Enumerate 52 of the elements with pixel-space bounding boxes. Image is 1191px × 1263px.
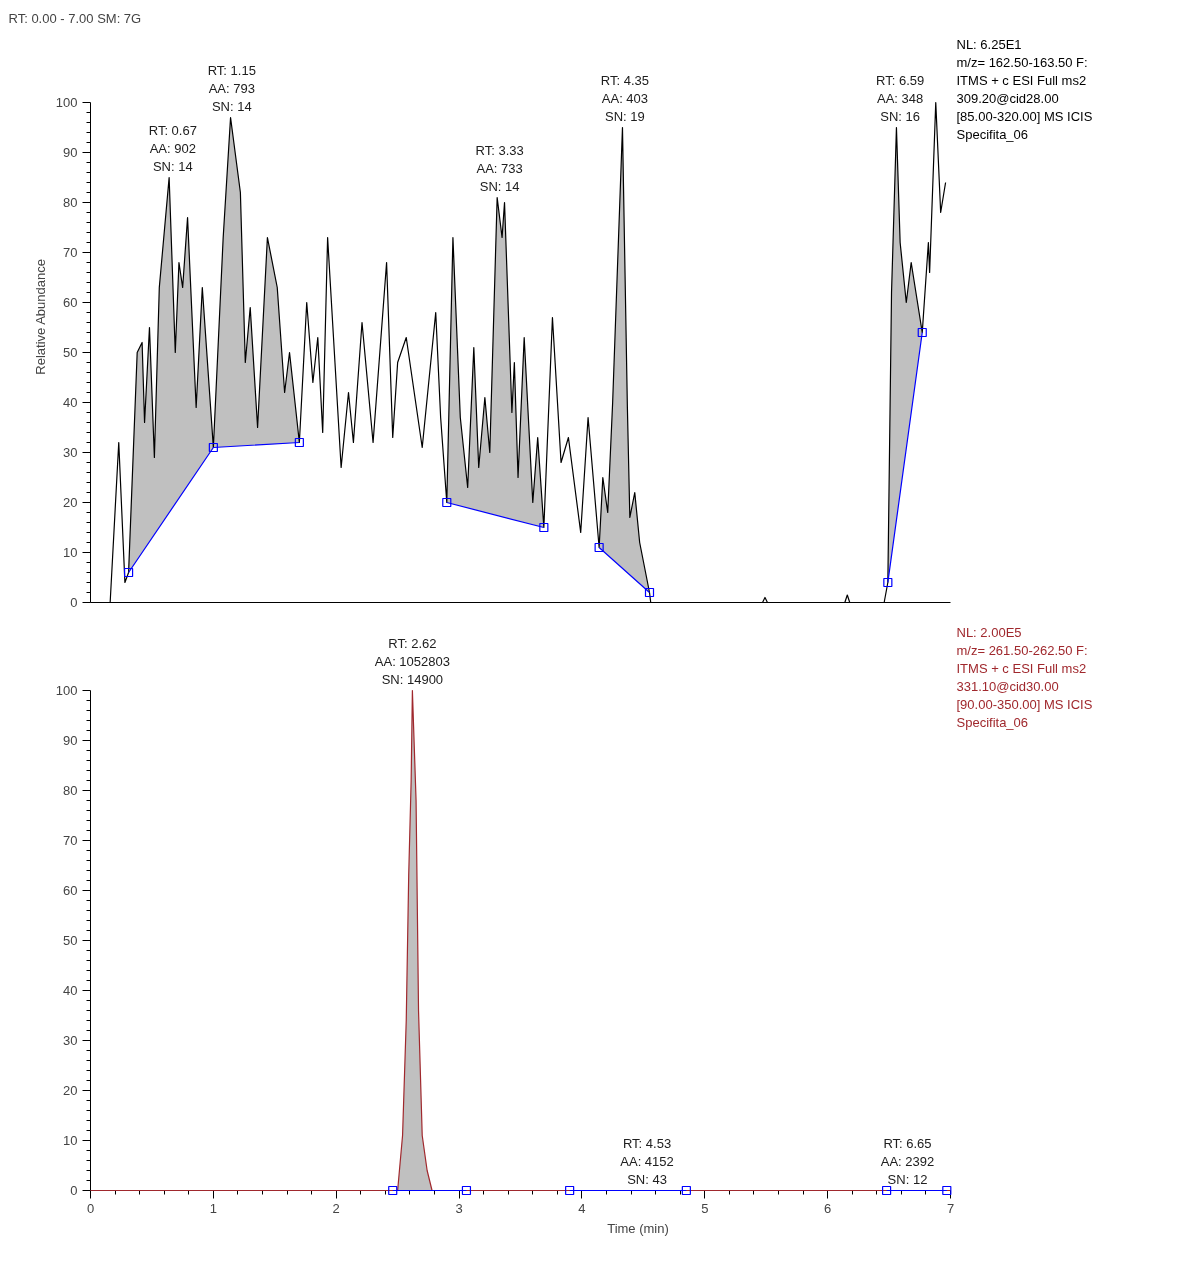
annotation: RT: 6.65 AA: 2392 SN: 12 bbox=[880, 1135, 935, 1187]
point bbox=[539, 522, 549, 533]
y-tick-label: 0 bbox=[70, 1183, 78, 1198]
y-tick-label: 60 bbox=[63, 883, 78, 898]
annotation: RT: 0.67 AA: 902 SN: 14 bbox=[148, 122, 197, 174]
y-tick-label: 80 bbox=[63, 783, 78, 798]
text: NL: 6.25E1 m/z= 162.50-163.50 F: ITMS + c ESI Full ms2 309.20@cid28.00 [85.00-320.00] MS ICIS Specifita_06 bbox=[956, 36, 1093, 142]
x-tick-label: 1 bbox=[209, 1200, 217, 1216]
annotation: RT: 6.59 AA: 348 SN: 16 bbox=[876, 72, 925, 124]
y-axis-title: Relative Abundance bbox=[32, 259, 48, 375]
annotation: RT: 4.53 AA: 4152 SN: 43 bbox=[620, 1135, 674, 1187]
point bbox=[208, 442, 218, 453]
y-tick-label: 90 bbox=[63, 145, 78, 160]
y-tick-label: 90 bbox=[63, 733, 78, 748]
annotation: RT: 1.15 AA: 793 SN: 14 bbox=[207, 62, 256, 114]
x-tick-label: 6 bbox=[824, 1200, 832, 1216]
annotation: RT: 4.35 AA: 403 SN: 19 bbox=[600, 72, 650, 124]
y-tick-label: 30 bbox=[63, 1033, 78, 1048]
x-tick-label: 0 bbox=[86, 1200, 95, 1216]
y-tick-label: 100 bbox=[55, 683, 78, 698]
y-tick-label: 70 bbox=[63, 245, 78, 260]
y-tick-label: 40 bbox=[63, 983, 78, 998]
y-tick-label: 20 bbox=[63, 1083, 78, 1098]
x-tick-label: 5 bbox=[701, 1200, 709, 1216]
x-tick-label: 4 bbox=[578, 1200, 586, 1216]
y-tick-label: 50 bbox=[63, 345, 78, 360]
text: NL: 2.00E5 m/z= 261.50-262.50 F: ITMS + c ESI Full ms2 331.10@cid30.00 [90.00-350.00] MS ICIS Specifita_06 bbox=[956, 624, 1093, 730]
y-tick-label: 20 bbox=[63, 495, 78, 510]
y-tick-label: 0 bbox=[70, 595, 78, 610]
annotation: RT: 3.33 AA: 733 SN: 14 bbox=[475, 142, 524, 194]
y-tick-label: 60 bbox=[63, 295, 78, 310]
y-tick-label: 40 bbox=[63, 395, 78, 410]
x-tick-label: 2 bbox=[332, 1200, 340, 1216]
y-tick-label: 100 bbox=[55, 95, 78, 110]
y-tick-label: 10 bbox=[63, 545, 78, 560]
point bbox=[442, 497, 452, 508]
y-tick-label: 70 bbox=[63, 833, 78, 848]
point bbox=[294, 437, 304, 448]
point bbox=[917, 327, 927, 338]
point bbox=[594, 542, 604, 553]
y-tick-label: 10 bbox=[63, 1133, 78, 1148]
point bbox=[644, 587, 655, 598]
annotation: RT: 2.62 AA: 1052803 SN: 14900 bbox=[374, 635, 450, 687]
y-tick-label: 50 bbox=[63, 933, 78, 948]
point bbox=[883, 577, 893, 588]
x-tick-label: 7 bbox=[946, 1200, 955, 1216]
chart-title: RT: 0.00 - 7.00 SM: 7G bbox=[8, 10, 142, 26]
x-axis-title: Time (min) bbox=[607, 1220, 669, 1236]
point bbox=[123, 567, 134, 578]
y-tick-label: 30 bbox=[63, 445, 78, 460]
x-tick-label: 3 bbox=[455, 1200, 463, 1216]
y-tick-label: 80 bbox=[63, 195, 78, 210]
